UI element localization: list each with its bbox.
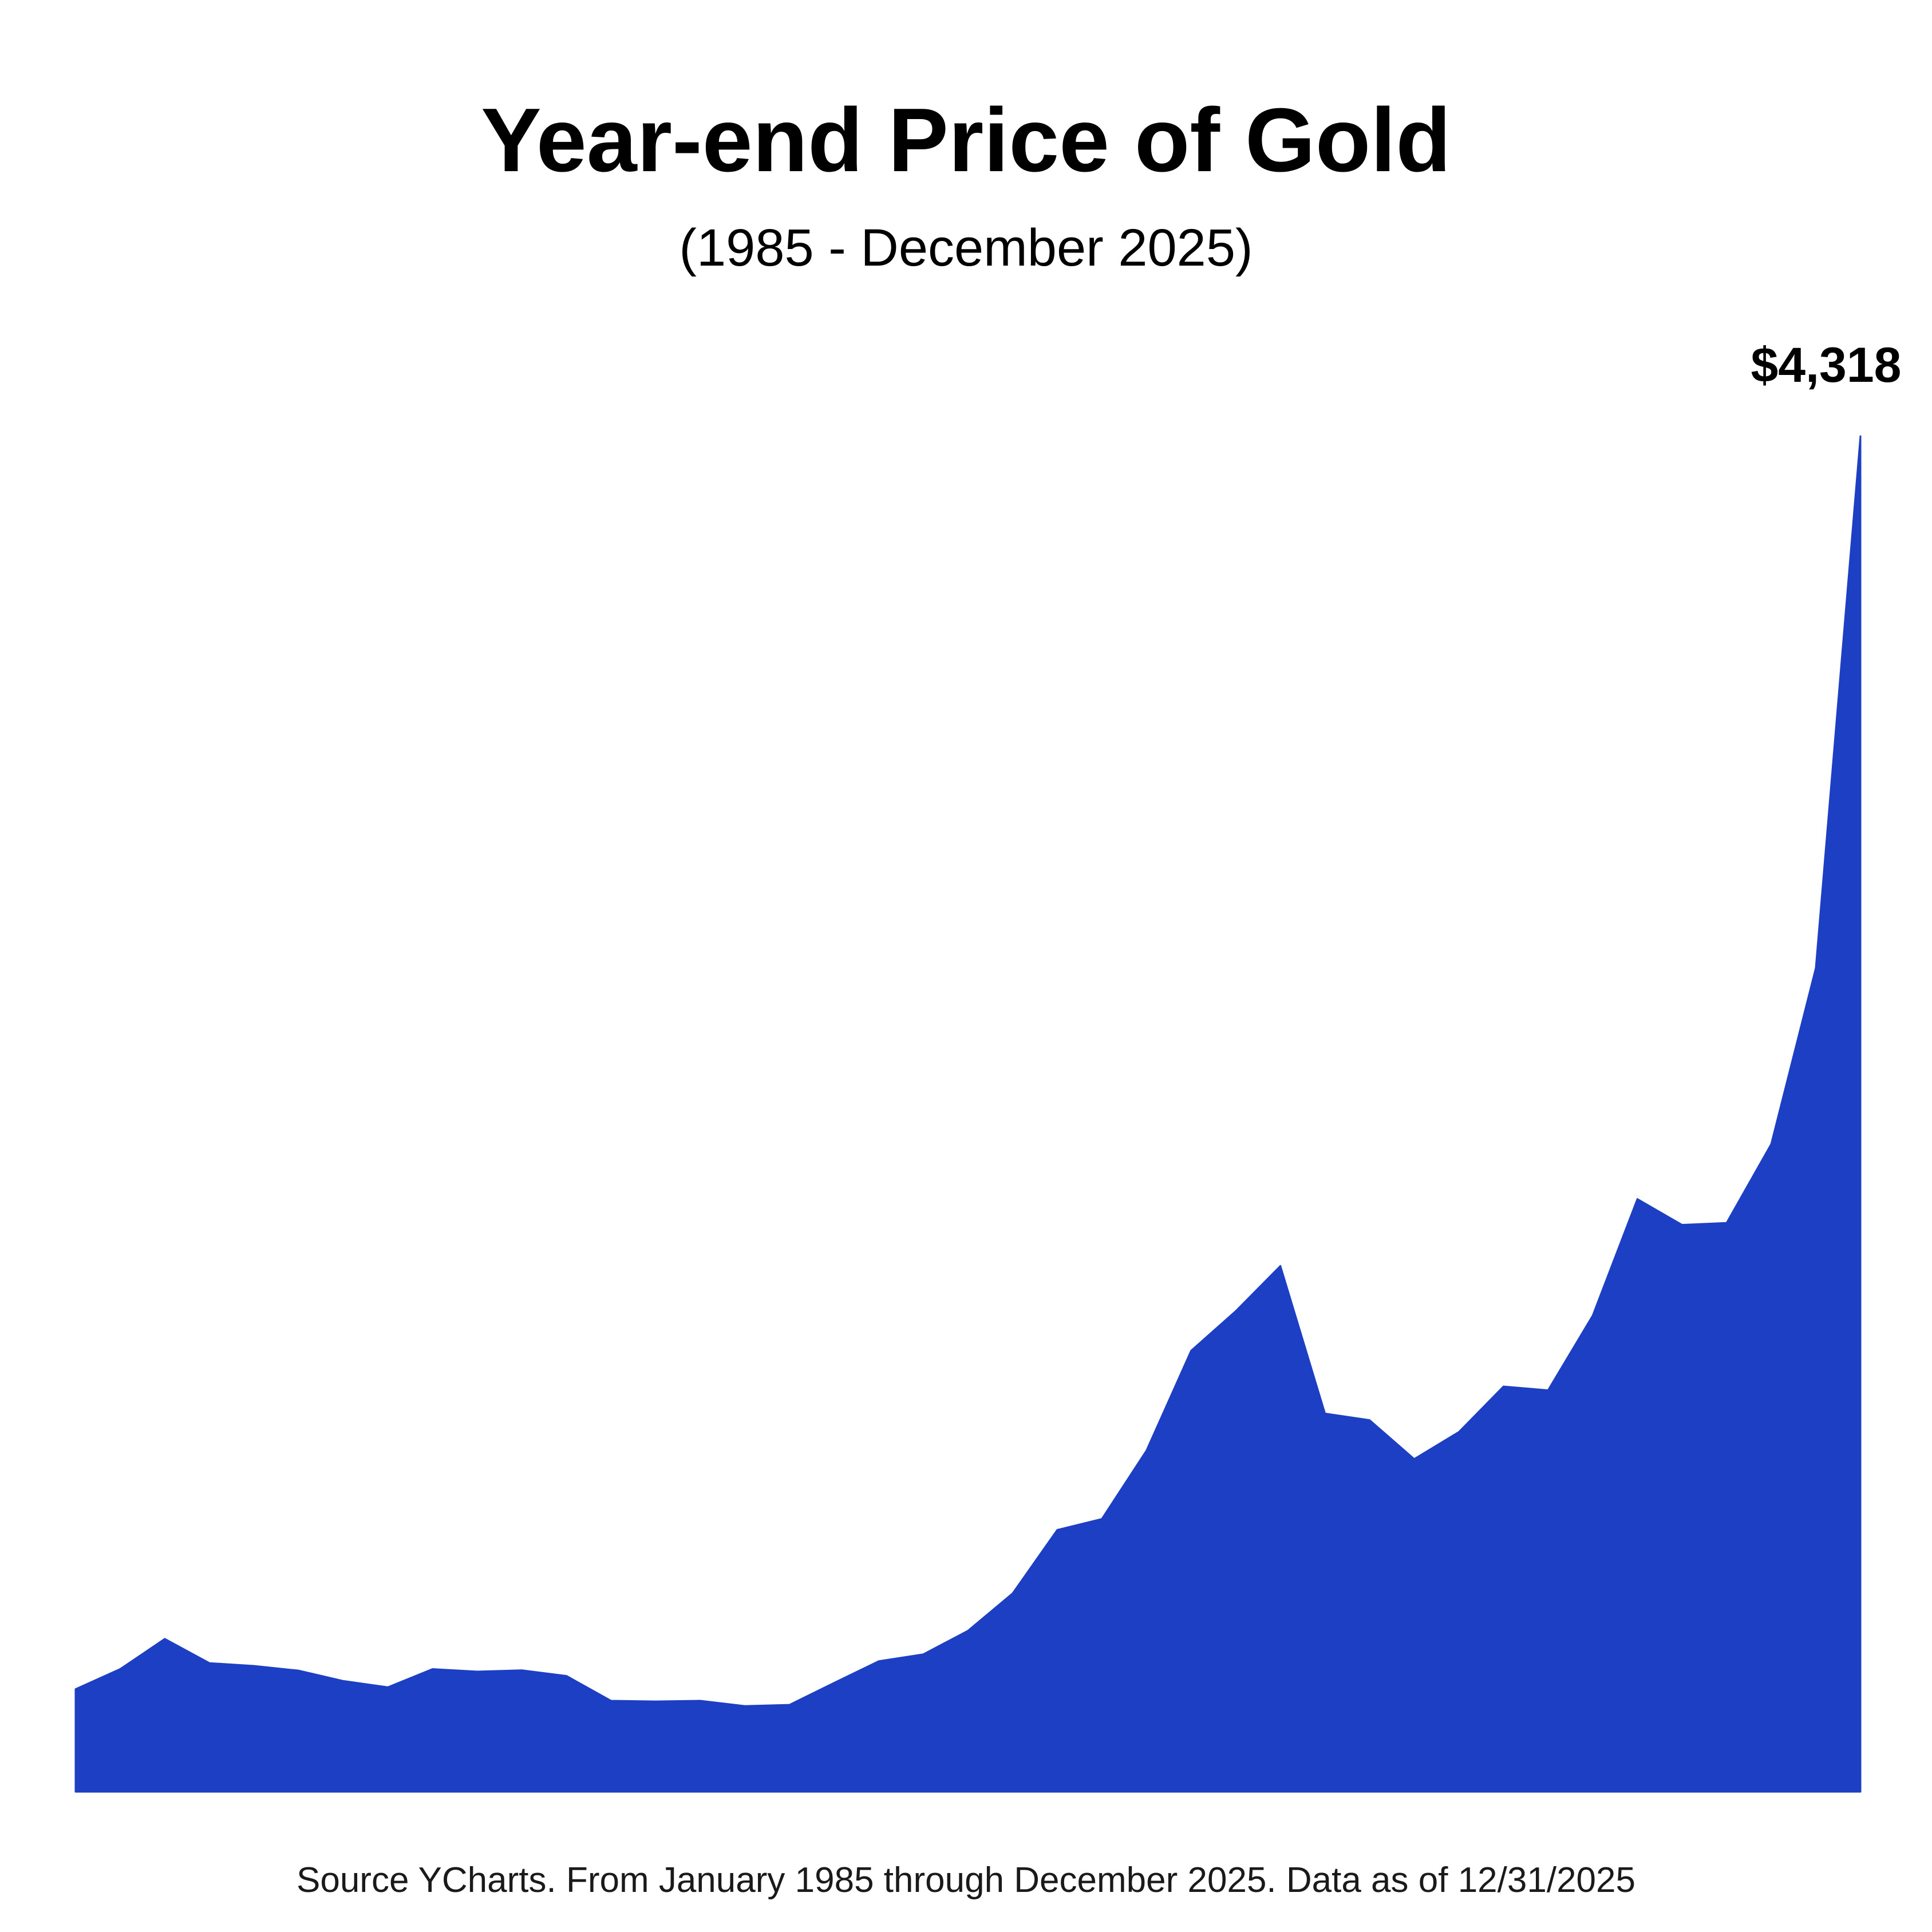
chart-title: Year-end Price of Gold <box>481 90 1451 191</box>
chart-subtitle: (1985 - December 2025) <box>679 219 1253 277</box>
source-note: Source YCharts. From January 1985 throug… <box>296 1860 1636 1900</box>
gold-price-area <box>74 435 1862 1793</box>
peak-value-label: $4,318 <box>1751 338 1901 393</box>
